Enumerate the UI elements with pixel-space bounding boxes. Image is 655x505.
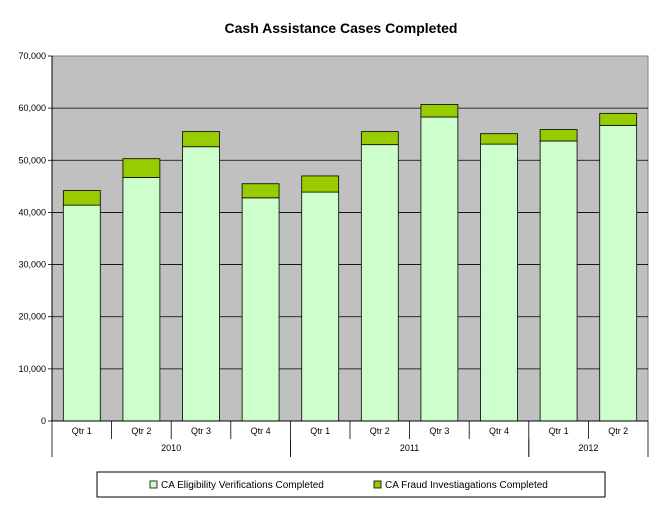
bar-eligibility [122,177,161,422]
x-tick-label: Qtr 4 [489,426,509,436]
bar-fraud [301,175,340,193]
bar-eligibility [182,146,220,422]
legend-swatch-fraud [373,480,382,489]
bar-fraud [182,131,220,148]
y-tick-label: 10,000 [18,364,46,374]
y-tick-label: 50,000 [18,155,46,165]
x-tick-label: Qtr 1 [549,426,569,436]
x-tick-label: Qtr 1 [72,426,92,436]
legend-label-fraud: CA Fraud Investiagations Completed [385,480,548,491]
legend-label-eligibility: CA Eligibility Verifications Completed [161,480,324,491]
x-tick-label: Qtr 4 [251,426,271,436]
legend: CA Eligibility Verifications Completed C… [96,471,606,498]
bar-eligibility [360,144,399,422]
legend-box [96,471,606,498]
bar-eligibility [539,140,578,422]
chart-title: Cash Assistance Cases Completed [225,20,458,36]
y-axis: 0 10,000 20,000 30,000 40,000 50,000 60,000 70,… [18,51,53,426]
bar-eligibility [62,204,101,422]
x-tick-label: Qtr 1 [310,426,330,436]
bars [62,104,638,422]
y-tick-label: 40,000 [18,207,46,217]
legend-swatch-eligibility [149,480,158,489]
bar-eligibility [420,116,459,422]
y-tick-label: 30,000 [18,260,46,270]
x-tick-label: Qtr 2 [608,426,628,436]
bar-fraud [599,112,638,126]
x-axis: Qtr 1 Qtr 2 Qtr 3 Qtr 4 Qtr 1 Qtr 2 Qtr 3 Qtr 4… [51,420,649,457]
bar-eligibility [241,197,280,422]
bar-fraud [122,158,161,178]
x-tick-label: Qtr 2 [131,426,151,436]
x-tick-label: Qtr 3 [429,426,449,436]
bar-eligibility [480,143,518,422]
x-tick-label: Qtr 2 [370,426,390,436]
x-tick-label: Qtr 3 [191,426,211,436]
bar-fraud [480,133,518,145]
group-label: 2011 [400,443,419,453]
bar-eligibility [599,124,638,422]
bar-fraud [62,190,101,206]
group-label: 2010 [161,443,181,453]
bar-fraud [539,129,578,142]
bar-fraud [420,104,459,118]
y-tick-label: 0 [41,416,46,426]
bar-fraud [360,131,399,146]
y-tick-label: 70,000 [18,51,46,61]
y-tick-label: 60,000 [18,103,46,113]
bar-eligibility [301,191,340,422]
bar-fraud [241,183,280,199]
group-label: 2012 [578,443,598,453]
y-tick-label: 20,000 [18,312,46,322]
